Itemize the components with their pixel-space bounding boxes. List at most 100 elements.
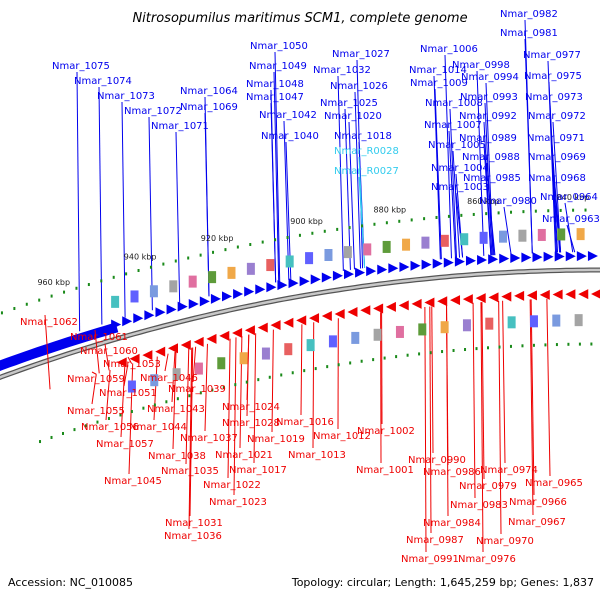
- gene-label[interactable]: Nmar_0987: [406, 535, 464, 546]
- gene-label[interactable]: Nmar_1007: [424, 120, 482, 131]
- gene-label[interactable]: Nmar_1049: [249, 61, 307, 72]
- gene-label[interactable]: Nmar_0991: [401, 554, 459, 565]
- gene-label[interactable]: Nmar_0982: [500, 9, 558, 20]
- gene-label[interactable]: Nmar_0998: [452, 60, 510, 71]
- forward-gene-arrow: [321, 272, 332, 283]
- gene-label[interactable]: Nmar_1036: [164, 531, 222, 542]
- gene-label[interactable]: Nmar_0983: [450, 500, 508, 511]
- gene-label[interactable]: Nmar_1075: [52, 61, 110, 72]
- track-dot: [291, 371, 294, 375]
- gene-label[interactable]: Nmar_R0027: [334, 166, 399, 177]
- gene-label[interactable]: Nmar_1006: [420, 44, 478, 55]
- gene-label[interactable]: Nmar_1040: [261, 131, 319, 142]
- gene-label[interactable]: Nmar_0993: [460, 92, 518, 103]
- gene-label[interactable]: Nmar_1069: [180, 102, 238, 113]
- gene-label[interactable]: Nmar_1045: [104, 476, 162, 487]
- gene-label[interactable]: Nmar_0973: [525, 92, 583, 103]
- gene-label[interactable]: Nmar_1027: [332, 49, 390, 60]
- gene-label[interactable]: Nmar_0989: [459, 133, 517, 144]
- leader-line: [188, 347, 193, 530]
- gene-label[interactable]: Nmar_1003: [431, 182, 489, 193]
- gene-label[interactable]: Nmar_1017: [229, 465, 287, 476]
- gene-label[interactable]: Nmar_1021: [215, 450, 273, 461]
- gene-label[interactable]: Nmar_0974: [480, 465, 538, 476]
- gene-label[interactable]: Nmar_1042: [259, 110, 317, 121]
- gene-label[interactable]: Nmar_1026: [330, 81, 388, 92]
- gene-label[interactable]: Nmar_1035: [161, 466, 219, 477]
- gene-label[interactable]: Nmar_1074: [74, 76, 132, 87]
- gene-label[interactable]: Nmar_1043: [147, 404, 205, 415]
- gene-label[interactable]: Nmar_0966: [509, 497, 567, 508]
- gene-label[interactable]: Nmar_0985: [463, 173, 521, 184]
- gene-label[interactable]: Nmar_0992: [459, 111, 517, 122]
- gene-label[interactable]: Nmar_0984: [423, 518, 481, 529]
- gene-label[interactable]: Nmar_1064: [180, 86, 238, 97]
- gene-label[interactable]: Nmar_1056: [81, 422, 139, 433]
- gene-label[interactable]: Nmar_0967: [508, 517, 566, 528]
- gene-label[interactable]: Nmar_1071: [151, 121, 209, 132]
- gene-label[interactable]: Nmar_R0028: [334, 146, 399, 157]
- gene-label[interactable]: Nmar_1038: [148, 451, 206, 462]
- gene-label[interactable]: Nmar_1060: [80, 346, 138, 357]
- gene-label[interactable]: Nmar_0970: [476, 536, 534, 547]
- gene-label[interactable]: Nmar_1009: [410, 78, 468, 89]
- gene-label[interactable]: Nmar_1023: [209, 497, 267, 508]
- gene-label[interactable]: Nmar_0972: [528, 111, 586, 122]
- gene-label[interactable]: Nmar_1032: [313, 65, 371, 76]
- gene-label[interactable]: Nmar_0968: [528, 173, 586, 184]
- gene-label[interactable]: Nmar_1031: [165, 518, 223, 529]
- gene-label[interactable]: Nmar_1046: [140, 373, 198, 384]
- gene-label[interactable]: Nmar_1059: [67, 374, 125, 385]
- gene-label[interactable]: Nmar_1005: [428, 140, 486, 151]
- gene-label[interactable]: Nmar_1044: [129, 422, 187, 433]
- gene-label[interactable]: Nmar_1073: [97, 91, 155, 102]
- gene-label[interactable]: Nmar_0979: [459, 481, 517, 492]
- gene-label[interactable]: Nmar_1024: [222, 402, 280, 413]
- domain-box: [537, 228, 546, 241]
- track-dot: [280, 373, 283, 377]
- gene-label[interactable]: Nmar_1020: [324, 111, 382, 122]
- gene-label[interactable]: Nmar_1001: [356, 465, 414, 476]
- gene-label[interactable]: Nmar_1025: [320, 98, 378, 109]
- gene-label[interactable]: Nmar_1047: [246, 92, 304, 103]
- gene-label[interactable]: Nmar_1022: [203, 480, 261, 491]
- gene-label[interactable]: Nmar_0994: [461, 72, 519, 83]
- gene-label[interactable]: Nmar_1014: [409, 65, 467, 76]
- gene-label[interactable]: Nmar_0980: [479, 196, 537, 207]
- gene-label[interactable]: Nmar_1012: [313, 431, 371, 442]
- gene-label[interactable]: Nmar_1053: [103, 359, 161, 370]
- gene-label[interactable]: Nmar_1055: [67, 406, 125, 417]
- gene-label[interactable]: Nmar_0986: [423, 467, 481, 478]
- gene-label[interactable]: Nmar_1028: [222, 418, 280, 429]
- gene-label[interactable]: Nmar_1004: [431, 163, 489, 174]
- gene-label[interactable]: Nmar_0964: [540, 192, 598, 203]
- gene-label[interactable]: Nmar_0971: [527, 133, 585, 144]
- gene-label[interactable]: Nmar_1072: [124, 106, 182, 117]
- gene-label[interactable]: Nmar_1048: [246, 79, 304, 90]
- gene-label[interactable]: Nmar_0963: [542, 214, 600, 225]
- domain-box: [127, 380, 136, 393]
- gene-label[interactable]: Nmar_1061: [70, 332, 128, 343]
- gene-label[interactable]: Nmar_1057: [96, 439, 154, 450]
- gene-label[interactable]: Nmar_1037: [180, 433, 238, 444]
- gene-label[interactable]: Nmar_1002: [357, 426, 415, 437]
- gene-label[interactable]: Nmar_0977: [523, 50, 581, 61]
- gene-label[interactable]: Nmar_1050: [250, 41, 308, 52]
- gene-label[interactable]: Nmar_0988: [462, 152, 520, 163]
- gene-label[interactable]: Nmar_0969: [528, 152, 586, 163]
- gene-label[interactable]: Nmar_1018: [334, 131, 392, 142]
- gene-label[interactable]: Nmar_1008: [425, 98, 483, 109]
- gene-label[interactable]: Nmar_1019: [247, 434, 305, 445]
- gene-label[interactable]: Nmar_1039: [168, 384, 226, 395]
- gene-label[interactable]: Nmar_0976: [458, 554, 516, 565]
- gene-label[interactable]: Nmar_0981: [500, 28, 558, 39]
- gene-label[interactable]: Nmar_1062: [20, 317, 78, 328]
- gene-label[interactable]: Nmar_0990: [408, 455, 466, 466]
- leader-line: [105, 370, 111, 421]
- gene-label[interactable]: Nmar_0975: [524, 71, 582, 82]
- gene-label[interactable]: Nmar_1016: [276, 417, 334, 428]
- track-dot: [567, 342, 570, 346]
- gene-label[interactable]: Nmar_1013: [288, 450, 346, 461]
- gene-label[interactable]: Nmar_1051: [99, 388, 157, 399]
- gene-label[interactable]: Nmar_0965: [525, 478, 583, 489]
